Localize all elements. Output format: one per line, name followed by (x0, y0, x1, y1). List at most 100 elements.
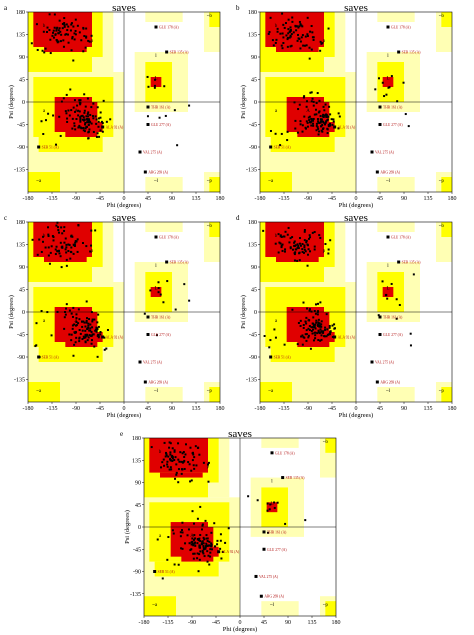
outlier-point (165, 50, 169, 54)
data-point (306, 253, 309, 256)
data-point (174, 308, 177, 311)
data-point (333, 327, 336, 330)
data-point (87, 131, 90, 134)
data-point (327, 252, 330, 255)
region-label: b (43, 24, 46, 29)
x-tick-label: 45 (261, 620, 267, 626)
data-point (66, 117, 69, 120)
data-point (202, 546, 205, 549)
data-point (87, 121, 90, 124)
outlier-point (397, 260, 401, 264)
data-point (310, 117, 313, 120)
allowed-region (209, 12, 220, 27)
data-point (315, 129, 318, 132)
data-point (181, 547, 184, 550)
data-point (180, 547, 183, 550)
data-point (319, 40, 322, 43)
data-point (206, 537, 209, 540)
data-point (308, 319, 311, 322)
region-label: ~a (268, 389, 274, 394)
data-point (65, 243, 68, 246)
data-point (65, 112, 68, 115)
data-point (47, 254, 50, 257)
data-point (307, 334, 310, 337)
region-label: ~l (154, 179, 159, 184)
data-point (68, 244, 71, 247)
data-point (200, 542, 203, 545)
data-point (320, 323, 323, 326)
data-point (283, 26, 286, 29)
data-point (309, 30, 312, 33)
data-point (56, 40, 59, 43)
data-point (64, 248, 67, 251)
data-point (87, 111, 90, 114)
y-tick-label: 135 (248, 33, 257, 39)
data-point (71, 117, 74, 120)
data-point (321, 124, 324, 127)
data-point (193, 467, 196, 470)
x-tick-label: 90 (401, 406, 407, 412)
data-point (310, 120, 313, 123)
data-point (312, 117, 315, 120)
region-label: p (323, 39, 326, 44)
data-point (268, 508, 271, 511)
data-point (190, 479, 193, 482)
data-point (219, 539, 222, 542)
data-point (81, 338, 84, 341)
data-point (274, 132, 277, 135)
chart-title: saves (344, 212, 368, 224)
data-point (69, 257, 72, 260)
data-point (312, 38, 315, 41)
data-point (66, 29, 69, 32)
data-point (90, 330, 93, 333)
data-point (56, 41, 59, 44)
x-tick-label: 135 (424, 406, 433, 412)
data-point (40, 250, 43, 253)
data-point (50, 245, 53, 248)
data-point (304, 519, 307, 522)
data-point (91, 115, 94, 118)
data-point (308, 324, 311, 327)
data-point (317, 339, 320, 342)
data-point (317, 120, 320, 123)
data-point (327, 248, 330, 251)
data-point (299, 23, 302, 26)
data-point (298, 237, 301, 240)
data-point (53, 13, 56, 16)
data-point (201, 551, 204, 554)
data-point (274, 41, 277, 44)
data-point (171, 447, 174, 450)
region-label: a (159, 534, 162, 539)
data-point (386, 297, 389, 300)
data-point (305, 316, 308, 319)
y-tick-label: -135 (14, 378, 25, 384)
data-point (38, 238, 41, 241)
data-point (44, 47, 47, 50)
data-point (77, 308, 80, 311)
data-point (97, 125, 100, 128)
data-point (179, 451, 182, 454)
data-point (294, 248, 297, 251)
region-label: a (275, 109, 278, 114)
data-point (166, 558, 169, 561)
data-point (280, 132, 283, 135)
data-point (68, 114, 71, 117)
data-point (311, 322, 314, 325)
data-point (194, 445, 197, 448)
data-point (287, 28, 290, 31)
data-point (177, 442, 180, 445)
data-point (196, 542, 199, 545)
data-point (273, 506, 276, 509)
data-point (296, 259, 299, 262)
data-point (81, 114, 84, 117)
data-point (61, 22, 64, 25)
data-point (303, 244, 306, 247)
data-point (316, 92, 319, 95)
residue-label: ALA 92 (A) (338, 126, 356, 130)
data-point (70, 333, 73, 336)
data-point (313, 326, 316, 329)
data-point (169, 451, 172, 454)
panel-letter: c (4, 214, 7, 222)
data-point (31, 238, 34, 241)
data-point (199, 505, 202, 508)
